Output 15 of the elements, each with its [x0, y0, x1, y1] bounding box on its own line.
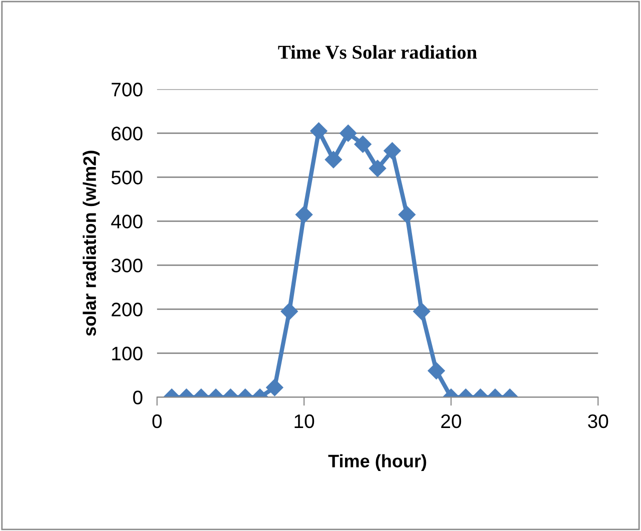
y-tick-label: 200: [112, 302, 142, 316]
y-tick-label: 100: [112, 346, 142, 360]
y-tick-label: 700: [112, 82, 142, 96]
y-tick-label: 0: [133, 390, 142, 404]
x-tick-label: 30: [588, 414, 608, 428]
x-tick-label: 0: [152, 414, 162, 428]
y-tick-label: 500: [111, 170, 142, 184]
y-axis-title: solar radiation (w/m2): [82, 150, 100, 336]
x-tick-label: 20: [441, 414, 462, 428]
x-tick-label: 10: [294, 414, 314, 428]
chart-title: Time Vs Solar radiation: [278, 45, 477, 59]
y-tick-label: 600: [112, 126, 142, 140]
x-axis-title: Time (hour): [328, 454, 426, 472]
y-tick-label: 400: [111, 214, 142, 228]
y-tick-label: 300: [111, 258, 142, 272]
